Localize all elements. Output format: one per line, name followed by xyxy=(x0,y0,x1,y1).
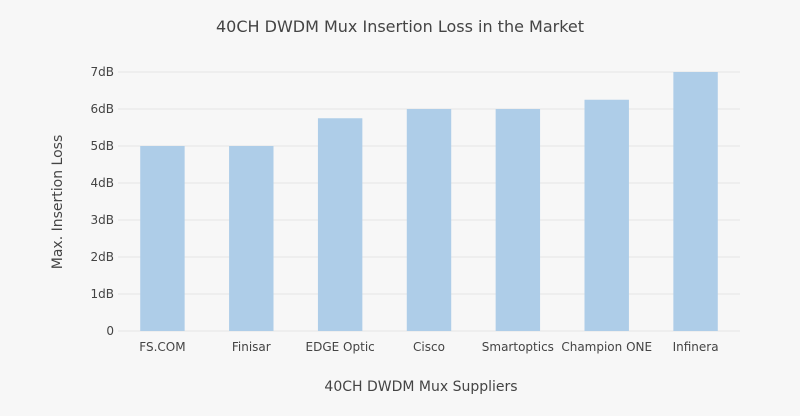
y-tick-label: 3dB xyxy=(91,213,114,227)
x-tick-label: EDGE Optic xyxy=(306,340,375,354)
y-tick-label: 7dB xyxy=(91,65,114,79)
y-tick-label: 0 xyxy=(106,324,114,338)
bar xyxy=(495,109,541,331)
y-tick-label: 5dB xyxy=(91,139,114,153)
chart-title: 40CH DWDM Mux Insertion Loss in the Mark… xyxy=(216,17,584,36)
y-axis-label: Max. Insertion Loss xyxy=(50,135,66,269)
bar xyxy=(673,72,718,331)
y-tick-label: 2dB xyxy=(91,250,114,264)
x-tick-label: FS.COM xyxy=(139,340,185,354)
x-axis-label: 40CH DWDM Mux Suppliers xyxy=(324,379,517,395)
bar xyxy=(317,118,363,331)
y-axis-ticks: 0 1dB 2dB 3dB 4dB 5dB 6dB 7dB xyxy=(91,65,114,338)
x-tick-label: Cisco xyxy=(413,340,445,354)
y-tick-label: 4dB xyxy=(91,176,114,190)
bar xyxy=(140,146,185,331)
x-tick-label: Smartoptics xyxy=(482,340,554,354)
x-axis-ticks: FS.COM Finisar EDGE Optic Cisco Smartoptics C… xyxy=(139,340,718,354)
x-tick-label: Champion ONE xyxy=(561,340,652,354)
bar xyxy=(229,146,274,331)
y-tick-label: 6dB xyxy=(91,102,114,116)
bars xyxy=(140,72,718,331)
y-tick-label: 1dB xyxy=(91,287,114,301)
bar xyxy=(406,109,452,331)
x-tick-label: Infinera xyxy=(673,340,719,354)
x-tick-label: Finisar xyxy=(232,340,271,354)
bar xyxy=(584,99,629,331)
